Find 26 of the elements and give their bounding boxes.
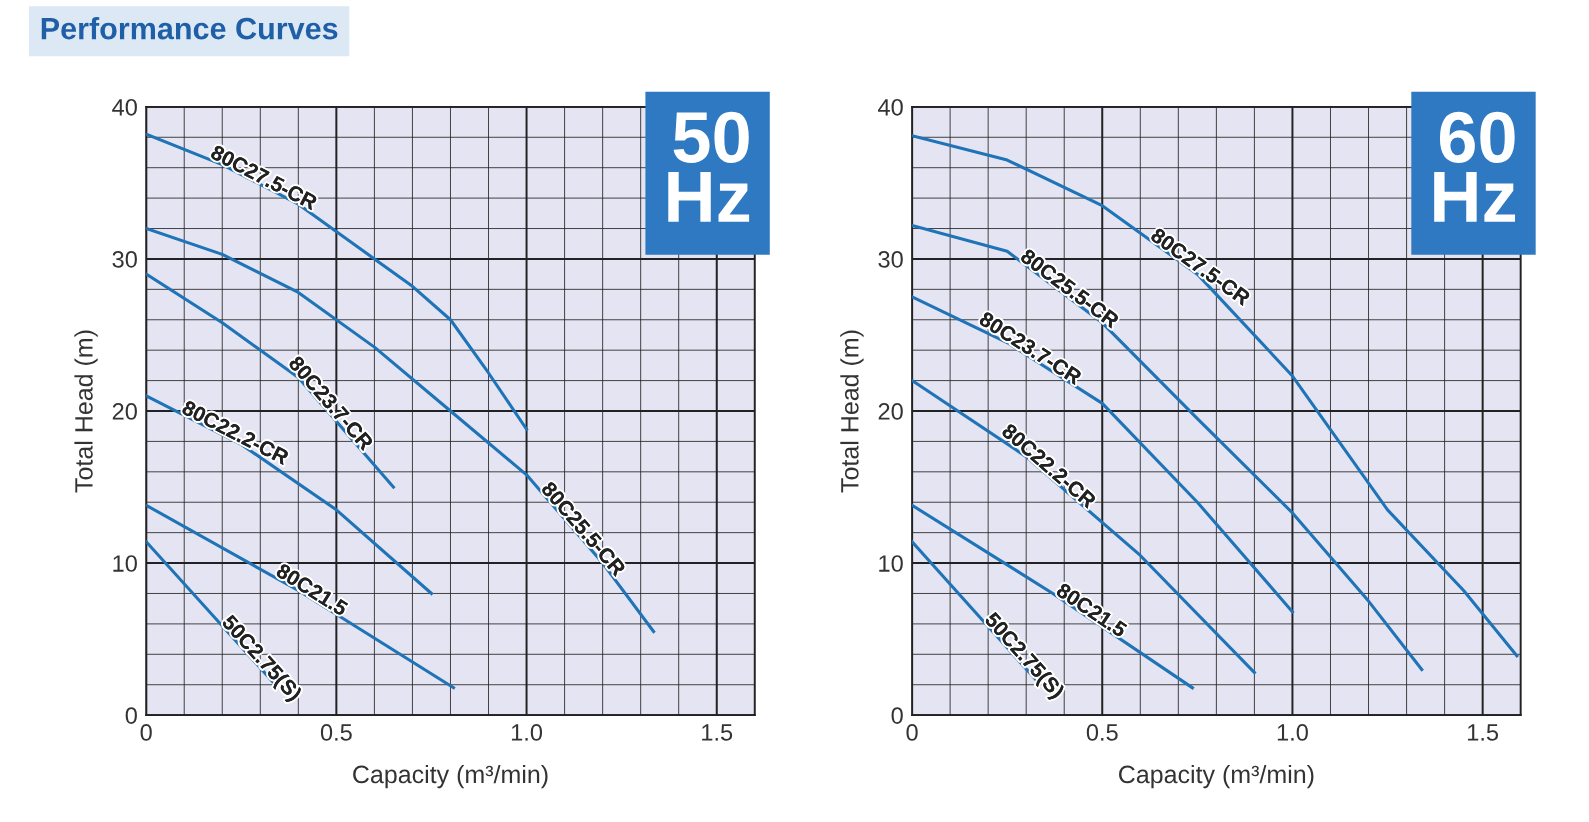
x-axis-title: Capacity (m³/min) [353, 764, 548, 789]
y-tick-label: 20 [878, 403, 903, 420]
y-axis-title: Total Head (m) [840, 330, 864, 493]
y-tick-label: 0 [125, 707, 137, 724]
annotation: 60 Hz [1434, 111, 1516, 222]
y-tick-label: 0 [891, 707, 903, 724]
x-tick-label: 1.0 [1277, 724, 1308, 741]
y-axis-title: Total Head (m) [74, 330, 98, 493]
x-tick-label: 0 [906, 724, 918, 741]
y-tick-label: 30 [112, 251, 137, 268]
y-tick-label: 10 [879, 555, 903, 572]
annotation: 50 Hz [668, 111, 750, 222]
line-series [146, 272, 395, 489]
y-tick-label: 40 [112, 98, 137, 116]
x-tick-label: 0.5 [320, 724, 352, 741]
y-tick-label: 40 [878, 98, 903, 116]
y-tick-label: 10 [113, 555, 137, 572]
x-tick-label: 1.5 [1468, 724, 1499, 741]
x-tick-label: 1.0 [511, 724, 543, 741]
x-tick-label: 0.5 [1086, 724, 1118, 741]
x-tick-label: 1.5 [702, 724, 733, 741]
x-tick-label: 0 [140, 724, 152, 741]
chart-title: Performance Curves [41, 16, 338, 40]
y-tick-label: 20 [112, 403, 137, 420]
y-tick-label: 30 [878, 251, 903, 268]
x-axis-title: Capacity (m³/min) [1119, 764, 1314, 789]
